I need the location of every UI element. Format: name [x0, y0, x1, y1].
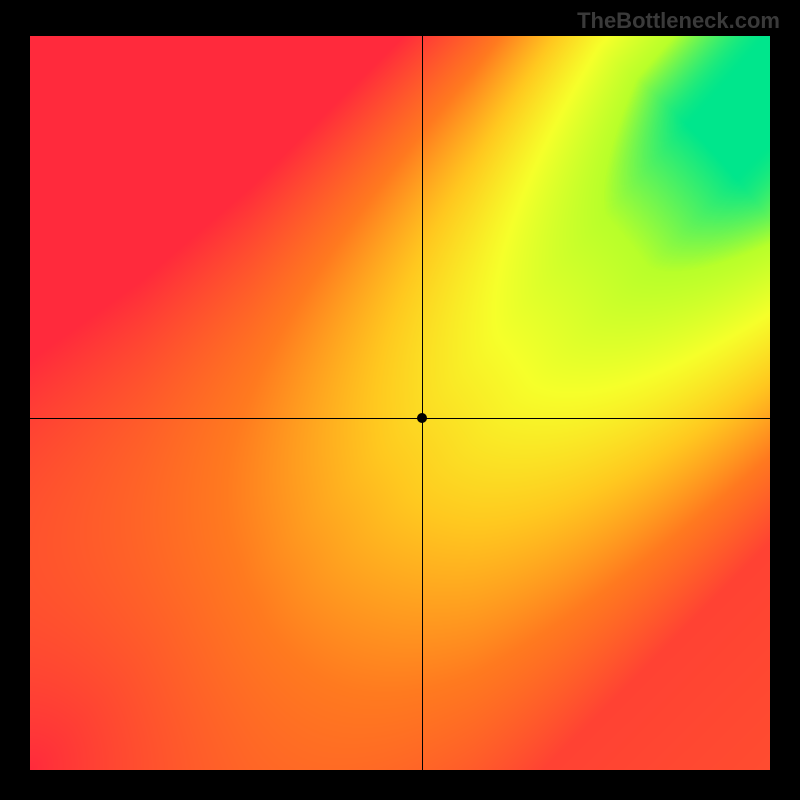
bottleneck-heatmap — [30, 36, 770, 770]
watermark-text: TheBottleneck.com — [577, 8, 780, 34]
crosshair-horizontal-line — [30, 418, 770, 419]
crosshair-vertical-line — [422, 36, 423, 770]
crosshair-marker-dot — [417, 413, 427, 423]
